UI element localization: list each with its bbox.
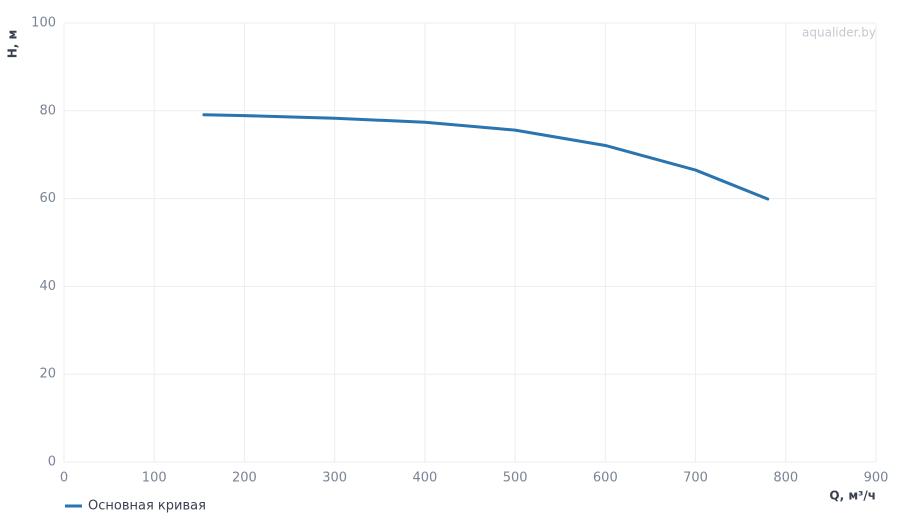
x-tick-label: 300 <box>322 471 347 486</box>
x-tick-label: 500 <box>503 471 528 486</box>
y-tick-label: 60 <box>39 191 56 206</box>
legend-label: Основная кривая <box>88 499 206 514</box>
x-tick-label: 600 <box>593 471 618 486</box>
x-tick-label: 0 <box>60 471 68 486</box>
y-tick-label: 40 <box>39 279 56 294</box>
y-tick-label: 100 <box>31 16 56 31</box>
y-tick-label: 20 <box>39 367 56 382</box>
x-tick-label: 100 <box>142 471 167 486</box>
y-tick-label: 80 <box>39 103 56 118</box>
y-axis-title: H, м <box>6 30 20 59</box>
x-tick-label: 800 <box>773 471 798 486</box>
x-tick-label: 200 <box>232 471 257 486</box>
x-tick-label: 700 <box>683 471 708 486</box>
x-tick-label: 900 <box>864 471 889 486</box>
line-series <box>202 113 770 201</box>
x-axis-title: Q, м³/ч <box>829 489 876 503</box>
x-tick-label: 400 <box>412 471 437 486</box>
watermark: aqualider.by <box>802 26 876 40</box>
y-tick-label: 0 <box>48 455 56 470</box>
